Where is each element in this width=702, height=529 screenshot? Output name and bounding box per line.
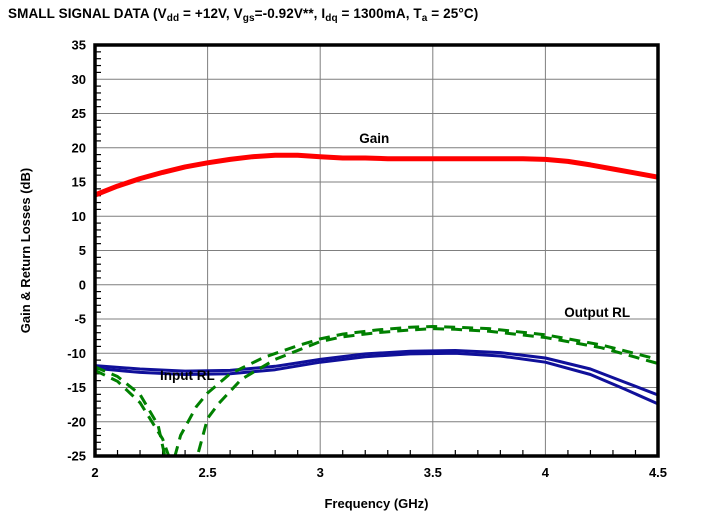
y-tick-label: 35: [72, 38, 86, 53]
series-output-rl-trace-1: [95, 325, 658, 456]
gridlines: [95, 45, 658, 456]
y-tick-label: -10: [67, 346, 86, 361]
x-axis-title: Frequency (GHz): [324, 496, 428, 511]
title-subscript: dq: [325, 13, 338, 24]
annotation-gain: Gain: [359, 131, 389, 146]
title-text: = 25°C): [427, 6, 479, 21]
x-tick-label: 4: [542, 465, 550, 480]
title-text: = 1300mA, T: [337, 6, 422, 21]
y-tick-label: -25: [67, 449, 86, 464]
title-subscript: dd: [166, 13, 180, 24]
title-text: =-0.92V**, I: [254, 6, 326, 21]
plot-border: [93, 43, 660, 458]
y-tick-label: -5: [74, 312, 86, 327]
series-gain: [95, 152, 658, 198]
y-tick-label: -15: [67, 380, 86, 395]
minor-ticks: [96, 51, 637, 455]
title-text: = +12V, V: [179, 6, 243, 21]
x-tick-label: 2: [91, 465, 98, 480]
y-tick-label: -20: [67, 414, 86, 429]
y-axis-title: Gain & Return Losses (dB): [18, 168, 33, 333]
y-tick-label: 10: [72, 209, 86, 224]
series-output-rl-trace-2: [95, 327, 658, 456]
title-subscript: gs: [242, 13, 255, 24]
y-tick-label: 30: [72, 72, 86, 87]
title-text: SMALL SIGNAL DATA (V: [8, 6, 167, 21]
x-axis-tick-labels: 2 2.5 3 3.5 4 4.5: [91, 465, 667, 480]
y-tick-label: 5: [79, 243, 86, 258]
y-axis-tick-labels: 35 30 25 20 15 10 5 0 -5 -10 -15 -20 -25: [67, 38, 86, 464]
y-tick-label: 15: [72, 175, 86, 190]
series-input-rl-trace-1: [95, 349, 658, 397]
y-tick-label: 25: [72, 106, 86, 121]
figure-title: SMALL SIGNAL DATA (Vdd = +12V, Vgs=-0.92…: [8, 6, 478, 24]
annotation-output-rl: Output RL: [564, 305, 630, 320]
annotation-input-rl: Input RL: [160, 368, 215, 383]
x-tick-label: 2.5: [199, 465, 217, 480]
title-subscript: a: [421, 13, 428, 24]
series-input-rl-trace-2: [95, 351, 658, 406]
x-tick-label: 3.5: [424, 465, 442, 480]
series-group: [95, 152, 658, 456]
y-tick-label: 20: [72, 140, 86, 155]
x-tick-label: 4.5: [649, 465, 667, 480]
y-tick-label: 0: [79, 277, 86, 292]
x-tick-label: 3: [317, 465, 324, 480]
